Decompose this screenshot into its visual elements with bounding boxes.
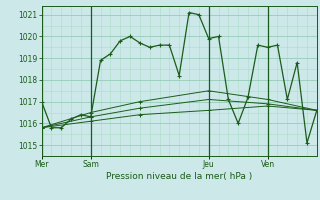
X-axis label: Pression niveau de la mer( hPa ): Pression niveau de la mer( hPa ) bbox=[106, 172, 252, 181]
